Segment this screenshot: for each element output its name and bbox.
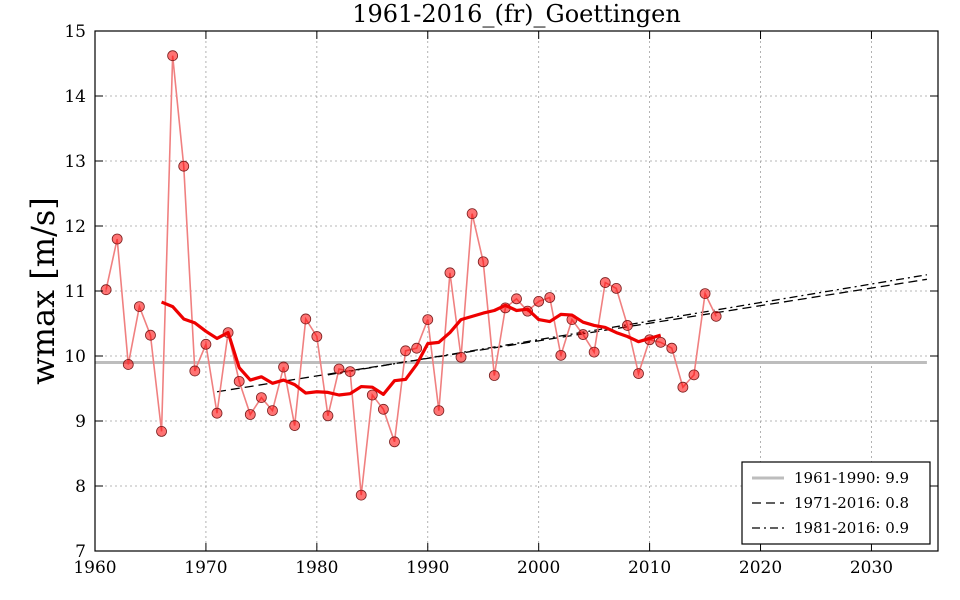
observation-point xyxy=(377,403,389,415)
x-tick-label: 2010 xyxy=(628,558,671,578)
observation-point xyxy=(322,410,334,422)
observation-point xyxy=(189,365,201,377)
observations-line xyxy=(105,55,717,496)
observation-point xyxy=(622,320,633,331)
observation-point xyxy=(633,368,644,379)
observation-point xyxy=(333,363,345,375)
observation-point xyxy=(389,436,400,448)
observation-point xyxy=(511,293,522,305)
observation-point xyxy=(244,409,256,420)
observation-point xyxy=(133,301,145,313)
observation-point xyxy=(300,313,312,325)
observation-point xyxy=(400,345,411,357)
observation-point xyxy=(100,284,112,296)
observation-point xyxy=(710,310,722,322)
y-tick-label: 9 xyxy=(75,412,86,432)
smoothed-line xyxy=(160,300,662,397)
legend: 1961-1990: 9.9 1971-2016: 0.8 1981-2016:… xyxy=(741,461,931,545)
trend-line-1 xyxy=(327,274,928,376)
observations-group xyxy=(100,50,722,501)
observation-point xyxy=(699,288,711,300)
trend-line-0 xyxy=(216,278,928,393)
observation-point xyxy=(267,405,278,417)
observation-point xyxy=(311,331,323,342)
observation-point xyxy=(588,346,600,358)
observation-point xyxy=(666,342,678,354)
smoothed-group xyxy=(160,300,662,397)
observation-point xyxy=(411,342,423,354)
y-tick-label: 15 xyxy=(64,22,86,42)
chart-title: 1961-2016_(fr)_Goettingen xyxy=(352,0,681,28)
observation-point xyxy=(422,314,434,326)
y-tick-label: 13 xyxy=(64,152,86,172)
y-tick-label: 7 xyxy=(75,542,86,562)
observation-point xyxy=(610,282,622,294)
legend-trend-1981-label: 1981-2016: 0.9 xyxy=(794,519,909,537)
observation-point xyxy=(167,50,179,62)
observation-point xyxy=(366,389,378,401)
x-tick-label: 2020 xyxy=(739,558,782,578)
observation-point xyxy=(688,369,700,381)
observation-point xyxy=(178,160,190,172)
observation-point xyxy=(677,381,689,393)
y-tick-label: 10 xyxy=(64,347,86,367)
observation-point xyxy=(555,349,567,361)
y-tick-label: 11 xyxy=(64,282,86,302)
observation-point xyxy=(278,361,289,373)
observation-point xyxy=(433,405,445,417)
x-tick-label: 1960 xyxy=(73,558,116,578)
observation-point xyxy=(466,208,478,220)
observation-point xyxy=(533,295,545,307)
legend-trend-1971-label: 1971-2016: 0.8 xyxy=(794,494,909,512)
observation-point xyxy=(111,233,123,245)
observation-point xyxy=(477,256,489,268)
trend-lines-group xyxy=(216,274,928,393)
ticks-group: 1960 1970 1980 1990 2000 2010 2020 2030 7 8 9 10 11 1… xyxy=(64,22,938,578)
x-tick-label: 1970 xyxy=(184,558,227,578)
observation-point xyxy=(444,267,456,279)
observation-point xyxy=(544,292,556,303)
x-tick-label: 1990 xyxy=(406,558,449,578)
observation-point xyxy=(455,351,467,363)
observation-point xyxy=(233,375,245,387)
observation-point xyxy=(289,420,301,431)
x-tick-label: 1980 xyxy=(295,558,338,578)
observation-point xyxy=(344,366,356,378)
observation-point xyxy=(355,489,367,501)
observation-point xyxy=(211,407,223,419)
observation-point xyxy=(488,370,500,381)
observation-point xyxy=(145,329,156,341)
observation-point xyxy=(577,329,589,340)
y-tick-label: 12 xyxy=(64,217,86,237)
y-tick-label: 14 xyxy=(64,87,86,107)
observation-point xyxy=(655,336,667,348)
observation-point xyxy=(200,338,212,350)
observation-point xyxy=(156,425,167,437)
x-tick-label: 2030 xyxy=(850,558,893,578)
y-tick-label: 8 xyxy=(75,477,86,497)
observation-point xyxy=(122,359,134,370)
observation-point xyxy=(599,277,611,288)
y-axis-label: wmax [m/s] xyxy=(24,197,62,385)
x-tick-label: 2000 xyxy=(517,558,560,578)
legend-reference-label: 1961-1990: 9.9 xyxy=(794,469,909,487)
observation-point xyxy=(255,392,267,404)
